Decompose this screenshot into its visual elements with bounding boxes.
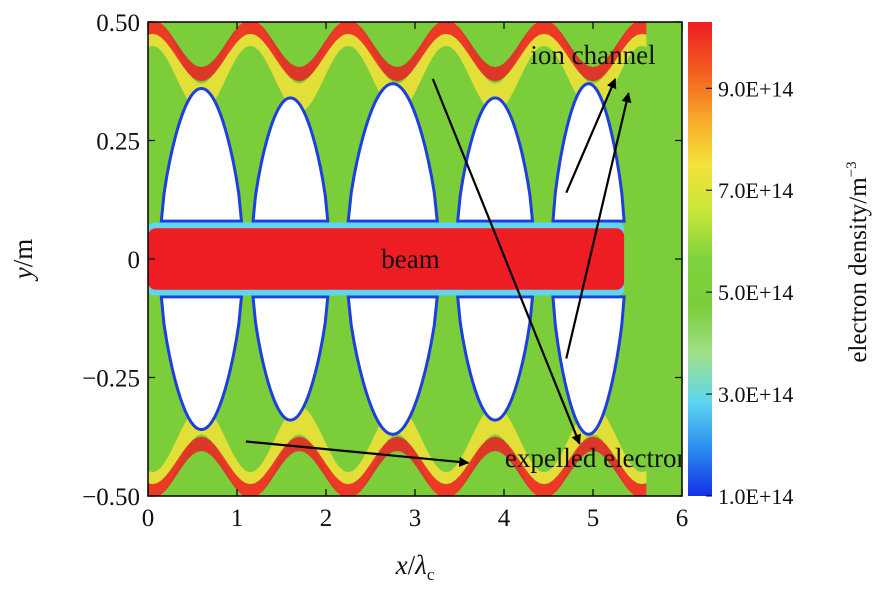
colorbar-gradient (688, 22, 712, 496)
ion-cavity (251, 96, 330, 223)
x-axis: 0 1 2 3 4 5 6 (142, 22, 689, 532)
colorbar-tick-label: 5.0E+14 (718, 280, 793, 305)
ion-cavity (159, 86, 244, 223)
beam-core (148, 228, 625, 290)
y-tick-label: 0.50 (96, 10, 140, 37)
ion-cavity (346, 295, 439, 436)
colorbar-tick-label: 9.0E+14 (718, 76, 793, 101)
beam-layer (148, 222, 625, 296)
y-axis: 0.50 0.25 0 −0.25 −0.50 (82, 10, 682, 511)
y-tick-label: 0 (128, 247, 141, 274)
x-tick-label: 0 (142, 505, 155, 532)
x-tick-label: 4 (498, 505, 511, 532)
x-tick-label: 5 (587, 505, 600, 532)
annotation-arrow (565, 92, 632, 359)
x-tick-label: 3 (409, 505, 422, 532)
density-band (148, 22, 647, 82)
colorbar-tick-label: 1.0E+14 (718, 484, 793, 509)
plot-area: ion channel beam expelled electron (148, 22, 691, 496)
x-axis-label: x/λc (395, 550, 435, 584)
colorbar: 1.0E+14 3.0E+14 5.0E+14 7.0E+14 9.0E+14 (688, 22, 793, 509)
annotation-label: beam (381, 244, 439, 274)
x-tick-label: 1 (231, 505, 244, 532)
ion-cavities (159, 82, 626, 436)
x-tick-label: 2 (320, 505, 333, 532)
colorbar-tick-label: 3.0E+14 (718, 382, 793, 407)
density-band (148, 436, 647, 496)
ion-cavity (551, 295, 626, 436)
annotation-arrow (245, 440, 470, 467)
colorbar-label: electron density/m−3 (844, 161, 872, 362)
ion-cavity (456, 295, 535, 422)
annotation-label: ion channel (530, 40, 655, 70)
ion-cavity (251, 295, 330, 422)
colorbar-tick-label: 7.0E+14 (718, 178, 793, 203)
y-tick-label: −0.25 (82, 366, 140, 393)
ion-cavity (346, 82, 439, 223)
ion-cavity (456, 96, 535, 223)
colorbar-ticks: 1.0E+14 3.0E+14 5.0E+14 7.0E+14 9.0E+14 (706, 76, 793, 509)
annotation-arrow (565, 78, 617, 194)
y-tick-label: 0.25 (96, 129, 140, 156)
x-tick-label: 6 (676, 505, 689, 532)
annotation-arrow (431, 78, 581, 445)
y-axis-label: y/m (8, 239, 38, 283)
ion-cavity (159, 295, 244, 432)
annotation-label: expelled electron (505, 443, 691, 473)
annotation-layer: ion channel beam expelled electron (245, 40, 691, 473)
y-tick-label: −0.50 (82, 484, 140, 511)
